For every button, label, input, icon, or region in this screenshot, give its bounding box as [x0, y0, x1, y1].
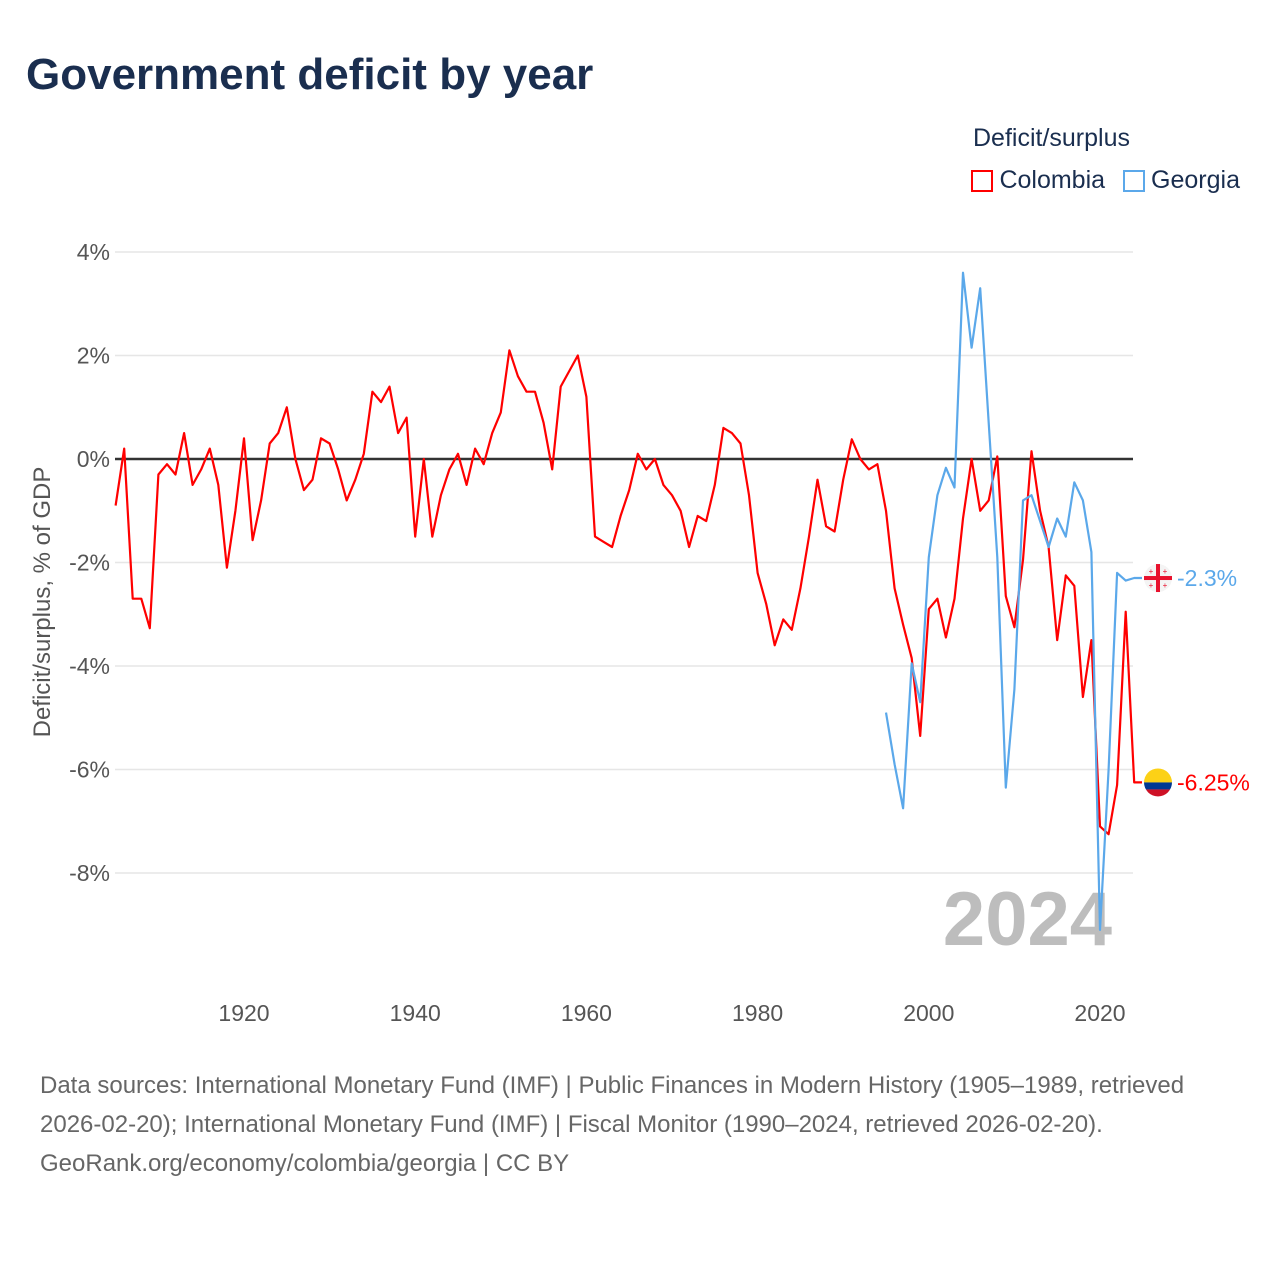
x-tick-label: 2020 — [1074, 1000, 1125, 1026]
end-label-georgia: -2.3% — [1177, 565, 1237, 591]
plot-area: 4% 2% 0% -2% -4% -6% -8% 1920 1940 1960 1980 2000 20… — [29, 239, 1250, 1026]
y-tick-label: 4% — [77, 239, 110, 265]
x-tick-label: 1920 — [218, 1000, 269, 1026]
footer: Data sources: International Monetary Fun… — [40, 1066, 1240, 1183]
y-tick-label: -4% — [69, 653, 110, 679]
y-tick-label: -2% — [69, 550, 110, 576]
legend-title: Deficit/surplus — [973, 124, 1130, 152]
y-tick-label: -6% — [69, 757, 110, 783]
chart-title: Government deficit by year — [26, 50, 594, 99]
legend-label-colombia: Colombia — [999, 166, 1106, 194]
y-axis-label: Deficit/surplus, % of GDP — [29, 467, 56, 738]
flag-cross-h — [1144, 576, 1172, 581]
flag-small-cross: + — [1149, 567, 1154, 576]
x-tick-label: 2000 — [903, 1000, 954, 1026]
legend-item-georgia[interactable]: Georgia — [1123, 166, 1240, 195]
flag-small-cross: + — [1163, 567, 1168, 576]
data-sources: Data sources: International Monetary Fun… — [40, 1072, 1185, 1138]
y-tick-label: 2% — [77, 343, 110, 369]
legend-label-georgia: Georgia — [1151, 166, 1240, 194]
legend: Colombia Georgia — [971, 166, 1240, 195]
y-tick-label: 0% — [77, 446, 110, 472]
flag-yellow — [1144, 768, 1172, 783]
end-label-colombia: -6.25% — [1177, 769, 1250, 795]
credit-link[interactable]: GeoRank.org/economy/colombia/georgia | C… — [40, 1150, 570, 1177]
flag-small-cross: + — [1149, 581, 1154, 590]
x-tick-label: 1980 — [732, 1000, 783, 1026]
legend-swatch-colombia — [971, 169, 994, 192]
flag-stripes — [1144, 768, 1172, 797]
y-tick-label: -8% — [69, 860, 110, 886]
x-tick-label: 1940 — [390, 1000, 441, 1026]
flag-colombia-icon — [1144, 768, 1172, 797]
x-tick-label: 1960 — [561, 1000, 612, 1026]
flag-blue — [1144, 782, 1172, 790]
legend-item-colombia[interactable]: Colombia — [971, 166, 1105, 195]
flag-georgia-icon: + + + + — [1144, 564, 1172, 593]
flag-red — [1144, 789, 1172, 797]
year-watermark: 2024 — [943, 877, 1112, 962]
flag-small-cross: + — [1163, 581, 1168, 590]
legend-swatch-georgia — [1123, 169, 1146, 192]
series-line-georgia — [884, 271, 1142, 932]
series-line-colombia — [114, 349, 1142, 836]
